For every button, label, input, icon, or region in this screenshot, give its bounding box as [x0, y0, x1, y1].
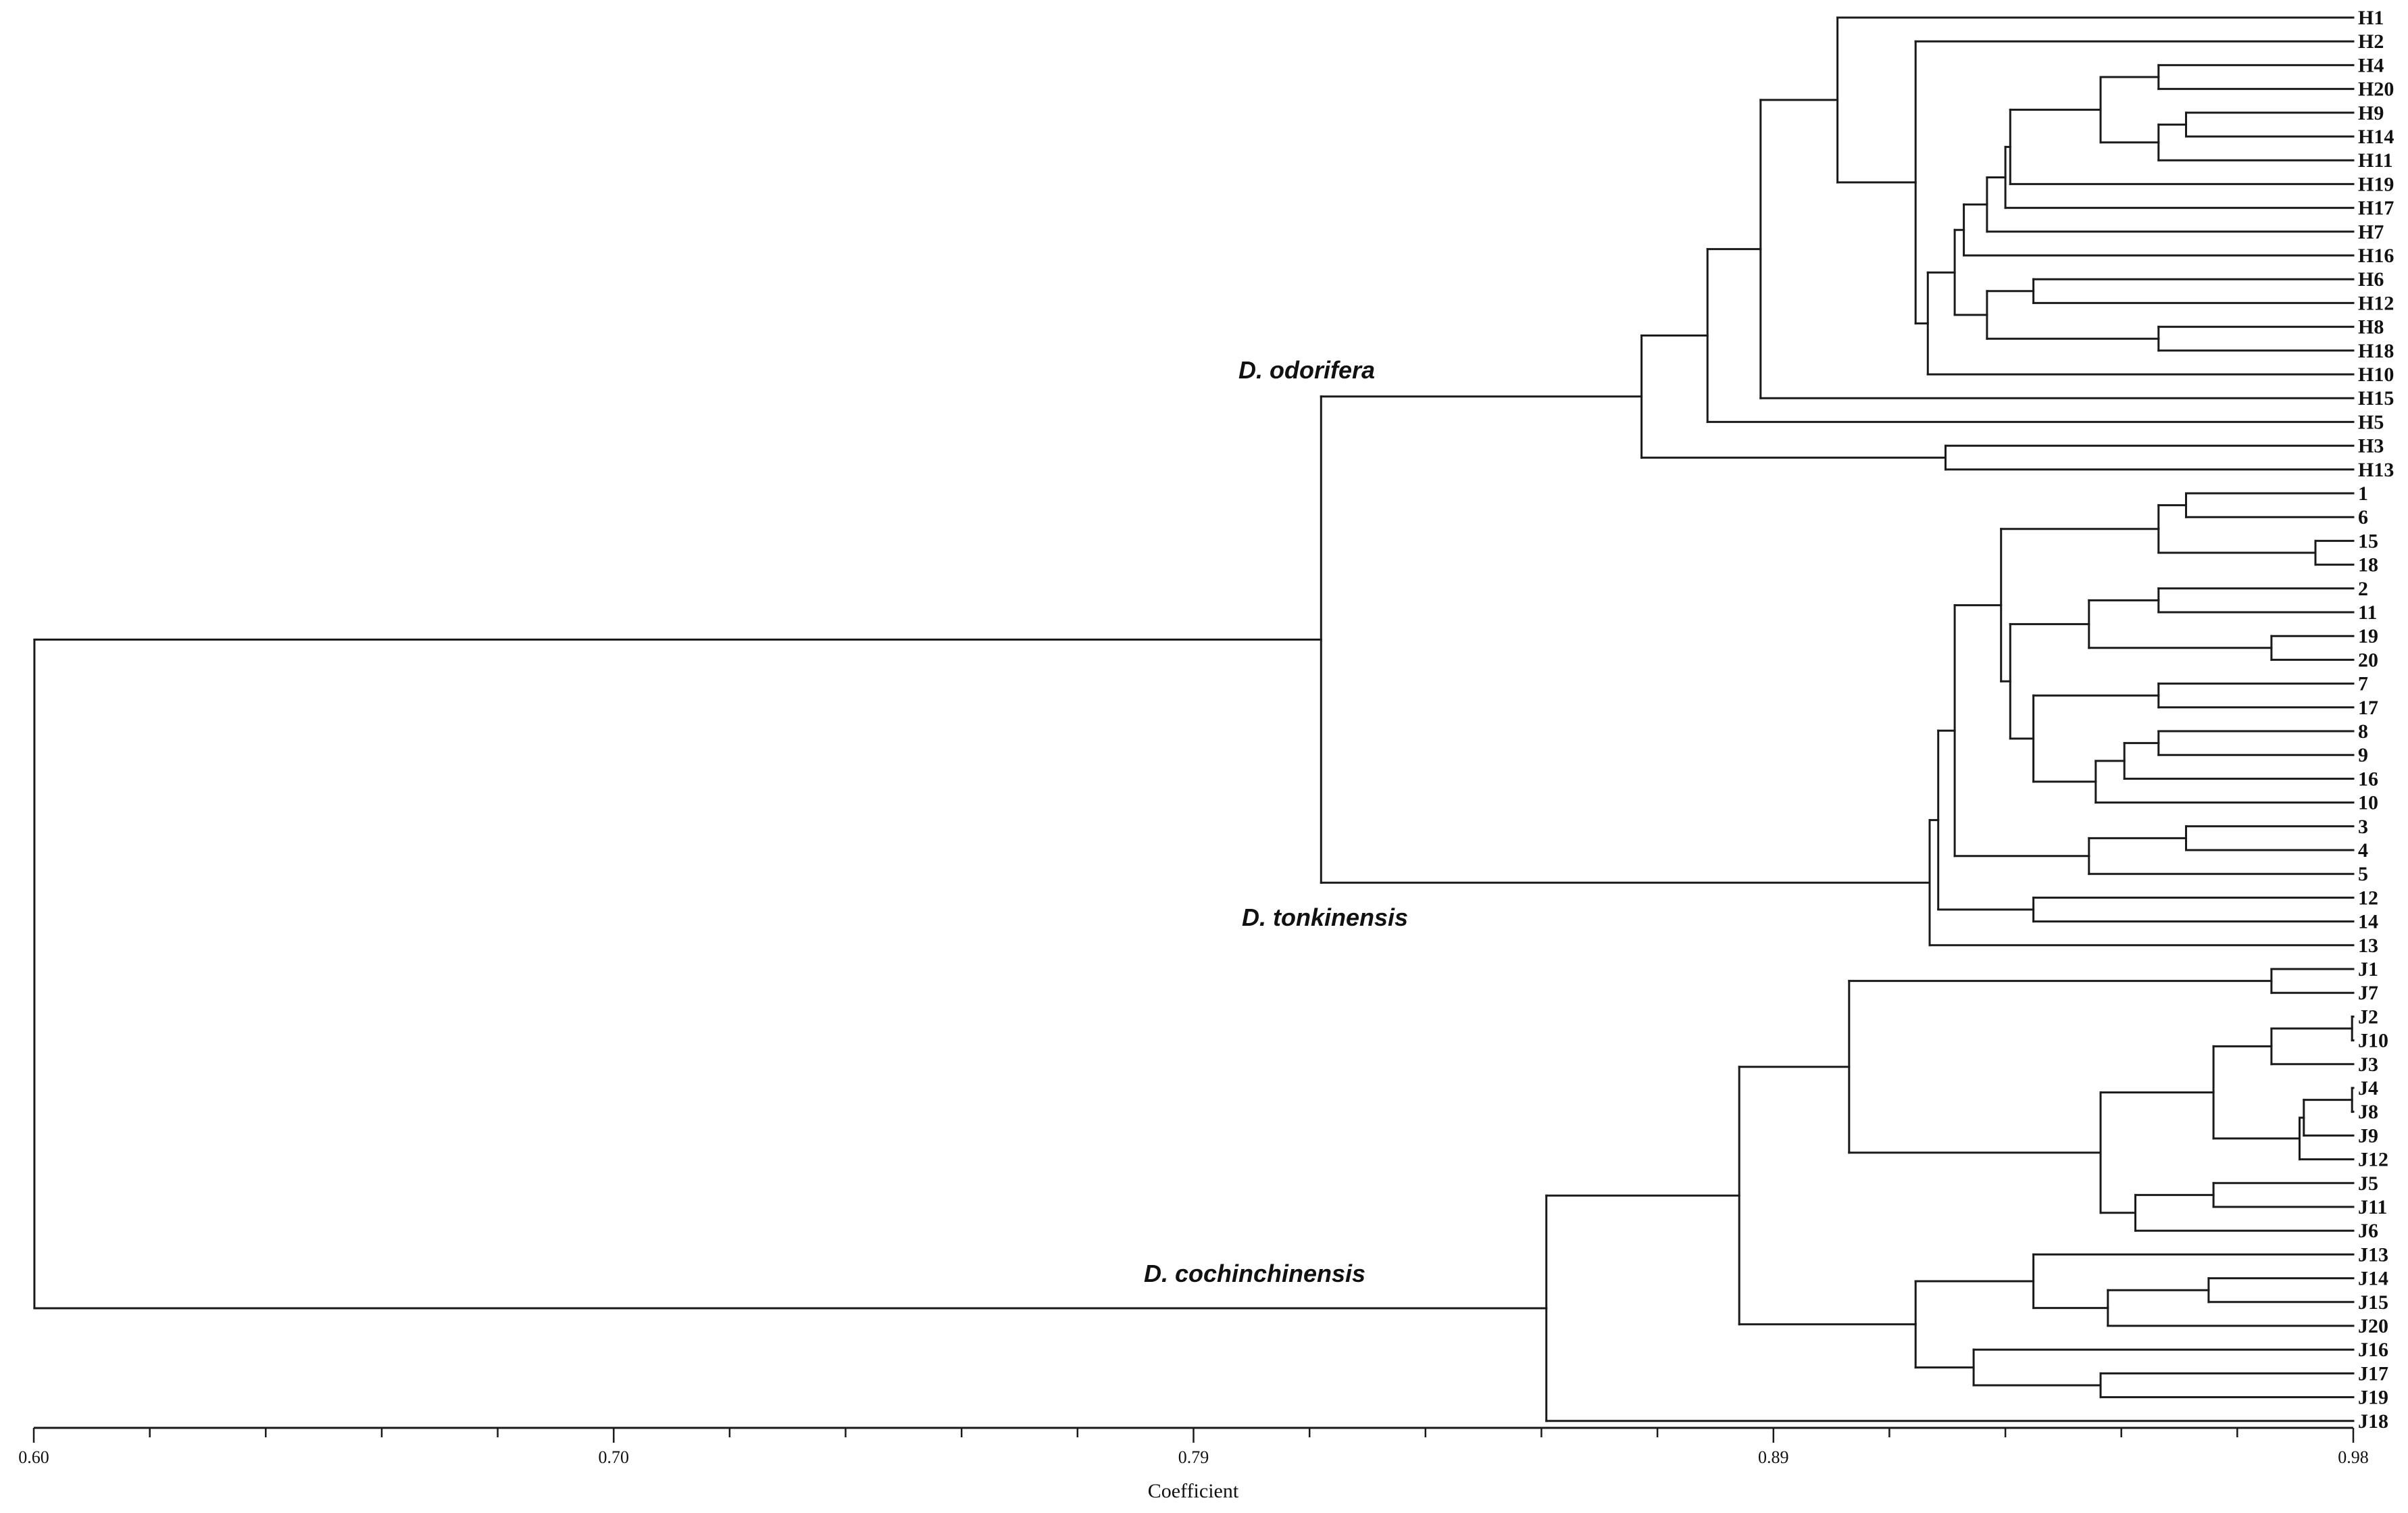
x-axis: 0.60 0.70 0.79 0.89 0.98 — [18, 1427, 2369, 1467]
leaf-label: 1 — [2358, 482, 2368, 505]
leaf-label: 14 — [2358, 911, 2378, 933]
leaf-label: H6 — [2358, 268, 2384, 291]
leaf-label: 11 — [2358, 601, 2377, 624]
leaf-label: 15 — [2358, 530, 2378, 552]
leaf-label: 12 — [2358, 887, 2378, 909]
leaf-label: J15 — [2358, 1291, 2388, 1314]
leaf-label: H15 — [2358, 387, 2394, 410]
leaf-label: 4 — [2358, 839, 2368, 862]
leaf-label: 3 — [2358, 816, 2368, 838]
leaf-label: J11 — [2358, 1196, 2387, 1218]
leaf-label: H20 — [2358, 78, 2394, 101]
leaf-label: H10 — [2358, 364, 2394, 386]
leaf-label: J1 — [2358, 958, 2378, 981]
leaf-label: 18 — [2358, 554, 2378, 576]
x-tick-label: 0.89 — [1758, 1447, 1789, 1467]
leaf-label: 13 — [2358, 935, 2378, 957]
leaf-label: J14 — [2358, 1268, 2388, 1290]
leaf-label: H1 — [2358, 7, 2384, 29]
leaf-label: J4 — [2358, 1077, 2378, 1099]
leaf-label: J13 — [2358, 1243, 2388, 1266]
leaf-label: 8 — [2358, 720, 2368, 743]
leaf-label: 5 — [2358, 863, 2368, 885]
leaf-label: J16 — [2358, 1339, 2388, 1361]
clade-label: D. cochinchinensis — [1144, 1260, 1365, 1287]
leaf-label: 9 — [2358, 744, 2368, 766]
leaf-label: J2 — [2358, 1006, 2378, 1028]
leaf-label: J5 — [2358, 1172, 2378, 1195]
leaf-label: H13 — [2358, 459, 2394, 481]
leaf-labels: H1H2H4H20H9H14H11H19H17H7H16H6H12H8H18H1… — [2358, 7, 2394, 1433]
leaf-label: H12 — [2358, 292, 2394, 314]
leaf-label: J20 — [2358, 1315, 2388, 1337]
branches — [33, 16, 2355, 1422]
leaf-label: 19 — [2358, 625, 2378, 647]
leaf-label: J7 — [2358, 982, 2378, 1004]
leaf-label: H4 — [2358, 54, 2384, 76]
leaf-label: J12 — [2358, 1149, 2388, 1171]
leaf-label: 10 — [2358, 792, 2378, 814]
x-axis-title: Coefficient — [1148, 1480, 1239, 1502]
leaf-label: H18 — [2358, 340, 2394, 362]
leaf-label: J8 — [2358, 1101, 2378, 1123]
clade-label: D. odorifera — [1238, 356, 1375, 384]
leaf-label: H16 — [2358, 245, 2394, 267]
clade-label: D. tonkinensis — [1242, 903, 1408, 931]
leaf-label: H3 — [2358, 435, 2384, 457]
leaf-label: H9 — [2358, 102, 2384, 124]
leaf-label: H14 — [2358, 126, 2394, 148]
leaf-label: H5 — [2358, 411, 2384, 433]
leaf-label: J9 — [2358, 1124, 2378, 1147]
leaf-label: 17 — [2358, 697, 2378, 719]
leaf-label: J6 — [2358, 1220, 2378, 1242]
x-tick-label: 0.70 — [599, 1447, 630, 1467]
leaf-label: H19 — [2358, 173, 2394, 195]
leaf-label: J3 — [2358, 1053, 2378, 1076]
leaf-label: J19 — [2358, 1387, 2388, 1409]
leaf-label: J10 — [2358, 1030, 2388, 1052]
leaf-label: J17 — [2358, 1362, 2388, 1385]
leaf-label: H17 — [2358, 197, 2394, 220]
x-tick-label: 0.79 — [1178, 1447, 1209, 1467]
leaf-label: J18 — [2358, 1410, 2388, 1433]
leaf-label: 2 — [2358, 578, 2368, 600]
leaf-label: 7 — [2358, 673, 2368, 695]
leaf-label: H8 — [2358, 316, 2384, 339]
clade-labels: D. odorifera D. tonkinensis D. cochinchine… — [1144, 356, 1408, 1287]
leaf-label: 6 — [2358, 506, 2368, 528]
x-tick-label: 0.60 — [18, 1447, 49, 1467]
leaf-label: H2 — [2358, 30, 2384, 53]
leaf-label: 16 — [2358, 768, 2378, 790]
leaf-label: H7 — [2358, 221, 2384, 243]
x-tick-label: 0.98 — [2338, 1447, 2369, 1467]
leaf-label: 20 — [2358, 649, 2378, 671]
leaf-label: H11 — [2358, 149, 2393, 172]
